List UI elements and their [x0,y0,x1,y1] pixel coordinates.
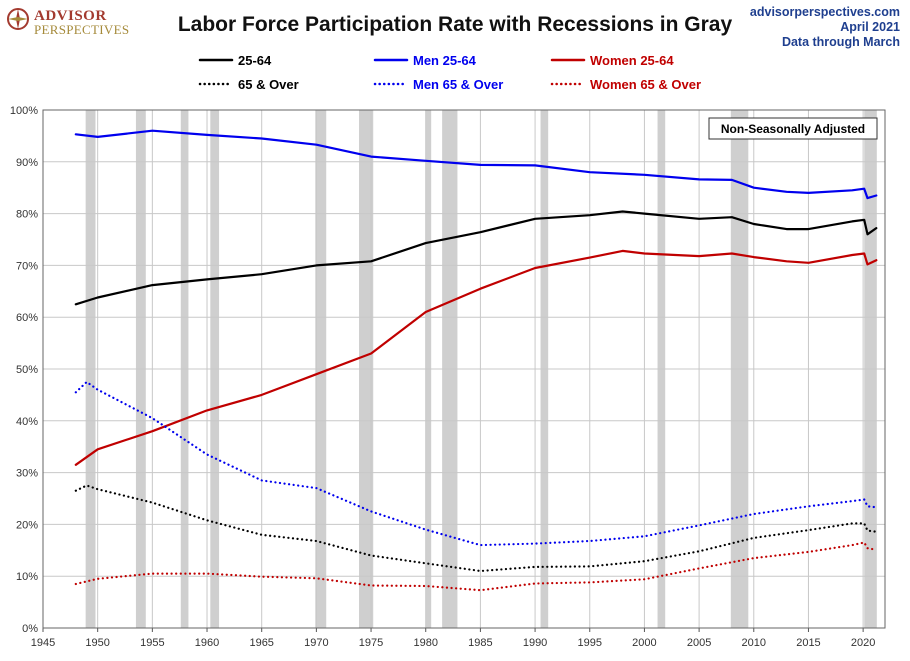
y-tick-label: 100% [10,105,38,117]
x-tick-label: 1995 [578,637,602,649]
source-data-through: Data through March [781,35,900,49]
source-date: April 2021 [840,20,900,34]
legend-label: Men 25-64 [413,53,477,68]
legend-entry-65-and-over: 65 & Over [198,77,299,92]
legend-entry-men-65-and-over: Men 65 & Over [373,77,503,92]
plot-border [42,109,886,629]
y-tick-label: 60% [16,312,38,324]
series-line-women-65-and-over [74,541,878,592]
advisor-perspectives-logo: ADVISOR PERSPECTIVES [6,5,136,37]
x-tick-label: 2010 [742,637,766,649]
y-tick-label: 30% [16,468,38,480]
x-tick-label: 2005 [687,637,711,649]
legend-label: Women 25-64 [590,53,674,68]
x-tick-label: 1990 [523,637,547,649]
series-line-men-25-64 [74,129,878,200]
legend-label: 25-64 [238,53,272,68]
compass-icon [7,8,29,30]
legend-label: Men 65 & Over [413,77,503,92]
x-tick-label: 1970 [304,637,328,649]
chart-title: Labor Force Participation Rate with Rece… [177,13,733,36]
series-line-women-25-64 [74,249,878,466]
y-tick-label: 90% [16,157,38,169]
annotation-border [708,117,878,140]
source-url: advisorperspectives.com [749,5,900,19]
y-tick-label: 80% [16,209,38,221]
y-tick-label: 50% [16,364,38,376]
x-tick-label: 1955 [140,637,164,649]
x-tick-label: 1950 [85,637,109,649]
y-tick-label: 0% [22,623,38,635]
x-tick-label: 1945 [31,637,55,649]
legend-entry-25-64: 25-64 [198,53,272,68]
legend-entry-women-65-and-over: Women 65 & Over [550,77,701,92]
x-tick-label: 1985 [468,637,492,649]
logo-text-advisor: ADVISOR [34,8,107,24]
y-tick-label: 10% [16,571,38,583]
x-tick-label: 1960 [195,637,219,649]
legend-entry-men-25-64: Men 25-64 [373,53,477,68]
source-block: advisorperspectives.com April 2021 Data … [750,5,900,50]
x-tick-label: 2015 [796,637,820,649]
y-tick-label: 20% [16,519,38,531]
x-tick-label: 1965 [249,637,273,649]
x-tick-label: 2000 [632,637,656,649]
x-tick-label: 1980 [413,637,437,649]
y-tick-label: 70% [16,260,38,272]
legend-label: Women 65 & Over [590,77,701,92]
legend-entry-women-25-64: Women 25-64 [550,53,674,68]
series-line-25-64 [74,210,878,306]
legend-label: 65 & Over [238,77,299,92]
annotation-text: Non-Seasonally Adjusted [721,122,865,136]
logo-text-perspectives: PERSPECTIVES [34,22,130,37]
series-line-men-65-and-over [74,380,878,547]
annotation-box: Non-Seasonally Adjusted [708,117,878,140]
x-tick-label: 1975 [359,637,383,649]
x-tick-label: 2020 [851,637,875,649]
y-tick-label: 40% [16,416,38,428]
